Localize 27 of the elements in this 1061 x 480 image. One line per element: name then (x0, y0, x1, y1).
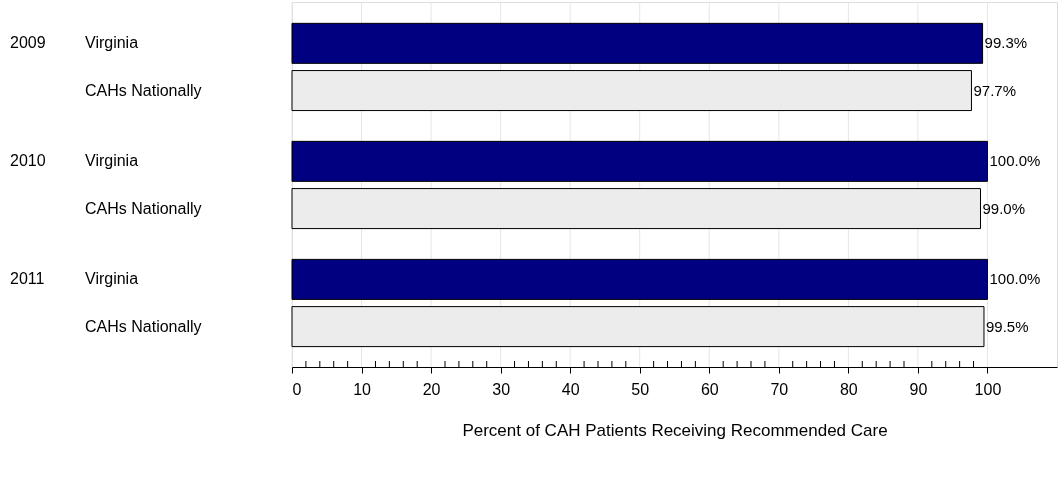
data-label: 99.0% (982, 199, 1026, 217)
text: 2011 (10, 270, 45, 288)
y-tick-label: CAHs Nationally (85, 199, 202, 217)
y-tick-label: Virginia (85, 34, 139, 52)
data-label: 99.3% (984, 34, 1028, 52)
y-tick-label: Virginia (85, 152, 139, 170)
data-label: 100.0% (989, 152, 1041, 170)
x-tick-label: 30 (492, 380, 511, 398)
data-label: 100.0% (989, 270, 1041, 288)
x-tick-label: 100 (974, 380, 1002, 398)
x-tick-label: 0 (292, 380, 302, 398)
y-tick-label: Virginia (85, 270, 139, 288)
x-tick-label: 70 (770, 380, 789, 398)
data-label: 97.7% (973, 81, 1017, 99)
text: 2010 (10, 152, 46, 170)
x-axis-title: Percent of CAH Patients Receiving Recommended Care (462, 420, 888, 440)
x-tick-label: 60 (700, 380, 719, 398)
x-tick-label: 50 (631, 380, 650, 398)
x-tick-label: 90 (909, 380, 928, 398)
y-tick-label: CAHs Nationally (85, 81, 202, 99)
y-tick-label: CAHs Nationally (85, 317, 202, 335)
x-tick-label: 10 (353, 380, 372, 398)
text: 2009 (10, 34, 46, 52)
x-tick-label: 20 (422, 380, 441, 398)
x-tick-label: 80 (839, 380, 858, 398)
x-tick-label: 40 (561, 380, 580, 398)
data-label: 99.5% (985, 317, 1029, 335)
